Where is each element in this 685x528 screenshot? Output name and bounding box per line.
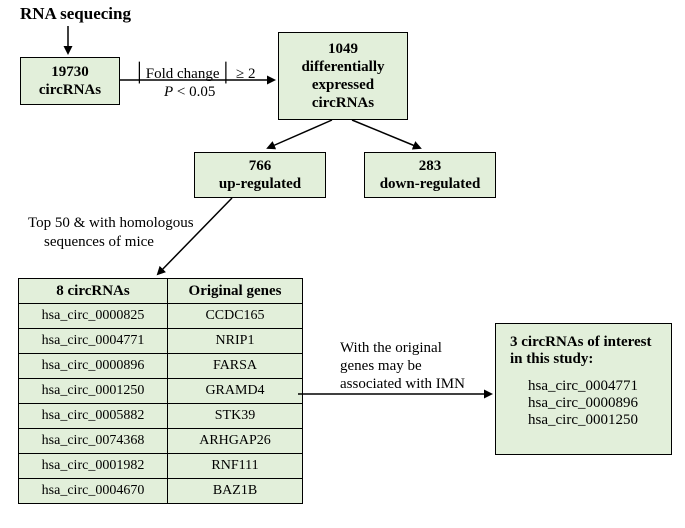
cell-circ: hsa_circ_0001250 bbox=[19, 379, 168, 404]
interest-title-l1: 3 circRNAs of interest bbox=[510, 334, 657, 351]
cell-gene: GRAMD4 bbox=[168, 379, 303, 404]
table-row: hsa_circ_0004771NRIP1 bbox=[19, 329, 303, 354]
interest-title-l2: in this study: bbox=[510, 351, 657, 368]
cell-gene: RNF111 bbox=[168, 454, 303, 479]
diff-l3: circRNAs bbox=[312, 94, 374, 112]
top50-label-l2: sequences of mice bbox=[44, 234, 154, 251]
up-count: 766 bbox=[249, 157, 272, 175]
cell-circ: hsa_circ_0001982 bbox=[19, 454, 168, 479]
cell-circ: hsa_circ_0000896 bbox=[19, 354, 168, 379]
table-row: hsa_circ_0000825CCDC165 bbox=[19, 304, 303, 329]
table-row: hsa_circ_0074368ARHGAP26 bbox=[19, 429, 303, 454]
interest-item: hsa_circ_0000896 bbox=[510, 395, 657, 412]
interest-item: hsa_circ_0004771 bbox=[510, 378, 657, 395]
assoc-l1: With the original bbox=[340, 340, 442, 357]
diff-count: 1049 bbox=[328, 40, 358, 58]
table-row: hsa_circ_0001982RNF111 bbox=[19, 454, 303, 479]
cell-circ: hsa_circ_0004670 bbox=[19, 479, 168, 504]
up-label: up-regulated bbox=[219, 175, 301, 193]
cell-gene: FARSA bbox=[168, 354, 303, 379]
cell-circ: hsa_circ_0005882 bbox=[19, 404, 168, 429]
filter-ge-label: ≥ 2 bbox=[236, 66, 255, 82]
arrow-up-to-table bbox=[158, 198, 232, 274]
top50-label-l1: Top 50 & with homologous bbox=[28, 215, 194, 232]
arrow-diff-to-down bbox=[352, 120, 420, 148]
assoc-l2: genes may be bbox=[340, 358, 422, 375]
diff-l2: expressed bbox=[312, 76, 374, 94]
rna-sequencing-title: RNA sequecing bbox=[20, 4, 131, 24]
table-row: hsa_circ_0001250GRAMD4 bbox=[19, 379, 303, 404]
down-label: down-regulated bbox=[380, 175, 481, 193]
cell-circ: hsa_circ_0074368 bbox=[19, 429, 168, 454]
cell-gene: CCDC165 bbox=[168, 304, 303, 329]
cell-circ: hsa_circ_0004771 bbox=[19, 329, 168, 354]
box-down-regulated: 283 down-regulated bbox=[364, 152, 496, 198]
cell-gene: BAZ1B bbox=[168, 479, 303, 504]
box-total-circrnas: 19730 circRNAs bbox=[20, 57, 120, 105]
filter-p-value: P < 0.05 bbox=[164, 84, 215, 101]
interest-item: hsa_circ_0001250 bbox=[510, 412, 657, 429]
filter-fold-change: │Fold change│ ≥ 2 bbox=[133, 62, 256, 83]
total-count: 19730 bbox=[51, 63, 89, 81]
header-gene: Original genes bbox=[168, 279, 303, 304]
circrna-table: 8 circRNAs Original genes hsa_circ_00008… bbox=[18, 278, 303, 504]
arrow-diff-to-up bbox=[268, 120, 332, 148]
total-label: circRNAs bbox=[39, 81, 101, 99]
filter-fold-label: Fold change bbox=[146, 66, 220, 82]
cell-gene: NRIP1 bbox=[168, 329, 303, 354]
table-row: hsa_circ_0000896FARSA bbox=[19, 354, 303, 379]
table-row: hsa_circ_0004670BAZ1B bbox=[19, 479, 303, 504]
diff-l1: differentially bbox=[301, 58, 384, 76]
cell-gene: STK39 bbox=[168, 404, 303, 429]
table-header-row: 8 circRNAs Original genes bbox=[19, 279, 303, 304]
down-count: 283 bbox=[419, 157, 442, 175]
cell-circ: hsa_circ_0000825 bbox=[19, 304, 168, 329]
box-diff-expressed: 1049 differentially expressed circRNAs bbox=[278, 32, 408, 120]
assoc-l3: associated with IMN bbox=[340, 376, 465, 393]
table-row: hsa_circ_0005882STK39 bbox=[19, 404, 303, 429]
box-up-regulated: 766 up-regulated bbox=[194, 152, 326, 198]
cell-gene: ARHGAP26 bbox=[168, 429, 303, 454]
header-circ: 8 circRNAs bbox=[19, 279, 168, 304]
box-interest: 3 circRNAs of interest in this study: hs… bbox=[495, 323, 672, 455]
